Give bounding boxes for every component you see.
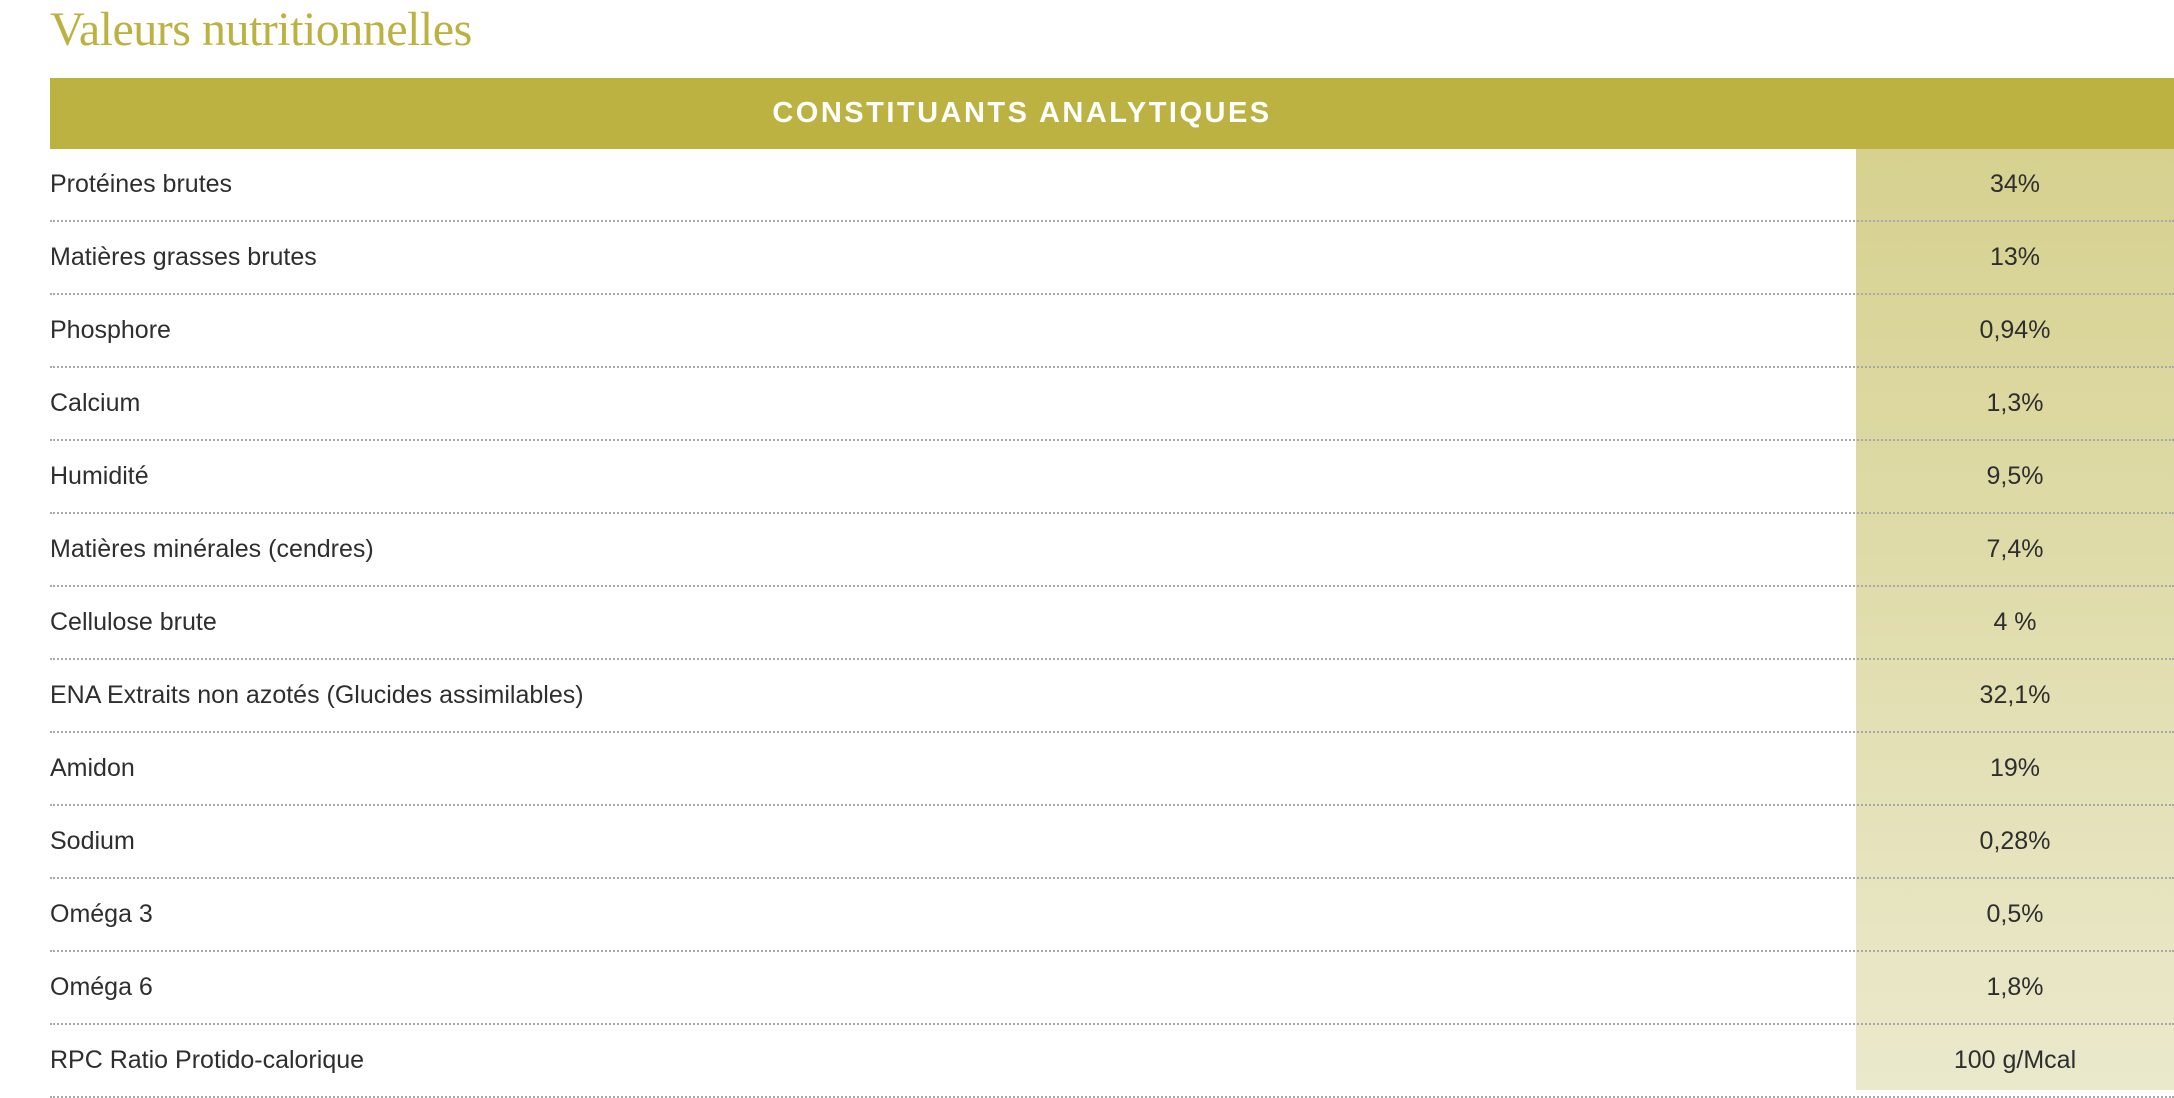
row-value: 32,1%: [1979, 681, 2051, 709]
row-label: RPC Ratio Protido-calorique: [50, 1046, 365, 1074]
value-column-background: [1856, 149, 2174, 1090]
table-row: Sodium 0,28%: [50, 806, 2174, 879]
table-row: Cellulose brute 4 %: [50, 587, 2174, 660]
table-row: ENA Extraits non azotés (Glucides assimi…: [50, 660, 2174, 733]
row-label: Oméga 6: [50, 973, 153, 1001]
page-title: Valeurs nutritionnelles: [50, 3, 472, 56]
table-row: Amidon 19%: [50, 733, 2174, 806]
row-label: Cellulose brute: [50, 608, 217, 636]
row-value: 19%: [1989, 754, 2041, 782]
table-header-label: CONSTITUANTS ANALYTIQUES: [772, 97, 1272, 129]
row-label: Protéines brutes: [50, 170, 233, 198]
row-value: 9,5%: [1986, 462, 2044, 490]
nutrition-table: Protéines brutes 34% Matières grasses brut…: [50, 149, 2174, 1098]
row-value: 7,4%: [1986, 535, 2044, 563]
table-row: Humidité 9,5%: [50, 441, 2174, 514]
row-label: Matières grasses brutes: [50, 243, 317, 271]
row-value: 100 g/Mcal: [1953, 1046, 2077, 1074]
table-row: Phosphore 0,94%: [50, 295, 2174, 368]
row-value: 13%: [1989, 243, 2041, 271]
row-value: 0,28%: [1979, 827, 2051, 855]
row-label: Humidité: [50, 462, 149, 490]
row-value: 1,3%: [1986, 389, 2044, 417]
table-header: CONSTITUANTS ANALYTIQUES: [50, 78, 2174, 149]
table-row: Matières minérales (cendres) 7,4%: [50, 514, 2174, 587]
row-value: 0,94%: [1979, 316, 2051, 344]
table-row: Calcium 1,3%: [50, 368, 2174, 441]
row-label: Amidon: [50, 754, 135, 782]
row-label: Oméga 3: [50, 900, 153, 928]
row-value: 0,5%: [1986, 900, 2044, 928]
table-row: Oméga 3 0,5%: [50, 879, 2174, 952]
table-row: Oméga 6 1,8%: [50, 952, 2174, 1025]
row-label: Matières minérales (cendres): [50, 535, 374, 563]
row-label: Sodium: [50, 827, 135, 855]
row-value: 4 %: [1993, 608, 2037, 636]
row-value: 34%: [1989, 170, 2041, 198]
row-label: Phosphore: [50, 316, 171, 344]
table-row: Matières grasses brutes 13%: [50, 222, 2174, 295]
table-row: Protéines brutes 34%: [50, 149, 2174, 222]
row-value: 1,8%: [1986, 973, 2044, 1001]
row-label: ENA Extraits non azotés (Glucides assimi…: [50, 681, 584, 709]
row-label: Calcium: [50, 389, 141, 417]
table-row: RPC Ratio Protido-calorique 100 g/Mcal: [50, 1025, 2174, 1098]
